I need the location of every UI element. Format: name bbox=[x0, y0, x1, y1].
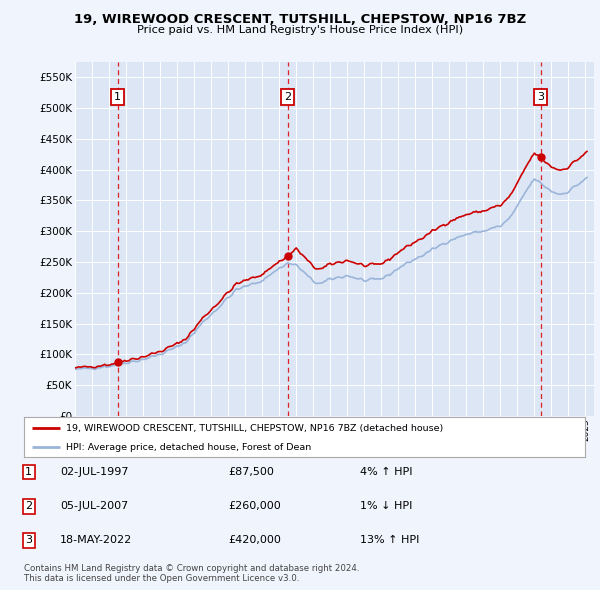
Text: 02-JUL-1997: 02-JUL-1997 bbox=[60, 467, 128, 477]
Text: 13% ↑ HPI: 13% ↑ HPI bbox=[360, 536, 419, 545]
Text: 2: 2 bbox=[25, 502, 32, 511]
Text: 4% ↑ HPI: 4% ↑ HPI bbox=[360, 467, 413, 477]
Text: Contains HM Land Registry data © Crown copyright and database right 2024.
This d: Contains HM Land Registry data © Crown c… bbox=[24, 563, 359, 583]
Text: 2: 2 bbox=[284, 93, 291, 102]
Text: Price paid vs. HM Land Registry's House Price Index (HPI): Price paid vs. HM Land Registry's House … bbox=[137, 25, 463, 35]
Text: HPI: Average price, detached house, Forest of Dean: HPI: Average price, detached house, Fore… bbox=[66, 442, 311, 452]
Text: 05-JUL-2007: 05-JUL-2007 bbox=[60, 502, 128, 511]
Text: £260,000: £260,000 bbox=[228, 502, 281, 511]
Text: 19, WIREWOOD CRESCENT, TUTSHILL, CHEPSTOW, NP16 7BZ (detached house): 19, WIREWOOD CRESCENT, TUTSHILL, CHEPSTO… bbox=[66, 424, 443, 433]
Text: 18-MAY-2022: 18-MAY-2022 bbox=[60, 536, 132, 545]
Text: 1: 1 bbox=[25, 467, 32, 477]
Text: 1: 1 bbox=[114, 93, 121, 102]
Text: £420,000: £420,000 bbox=[228, 536, 281, 545]
Text: 1% ↓ HPI: 1% ↓ HPI bbox=[360, 502, 412, 511]
Text: 3: 3 bbox=[537, 93, 544, 102]
Text: 19, WIREWOOD CRESCENT, TUTSHILL, CHEPSTOW, NP16 7BZ: 19, WIREWOOD CRESCENT, TUTSHILL, CHEPSTO… bbox=[74, 13, 526, 26]
Text: 3: 3 bbox=[25, 536, 32, 545]
Text: £87,500: £87,500 bbox=[228, 467, 274, 477]
